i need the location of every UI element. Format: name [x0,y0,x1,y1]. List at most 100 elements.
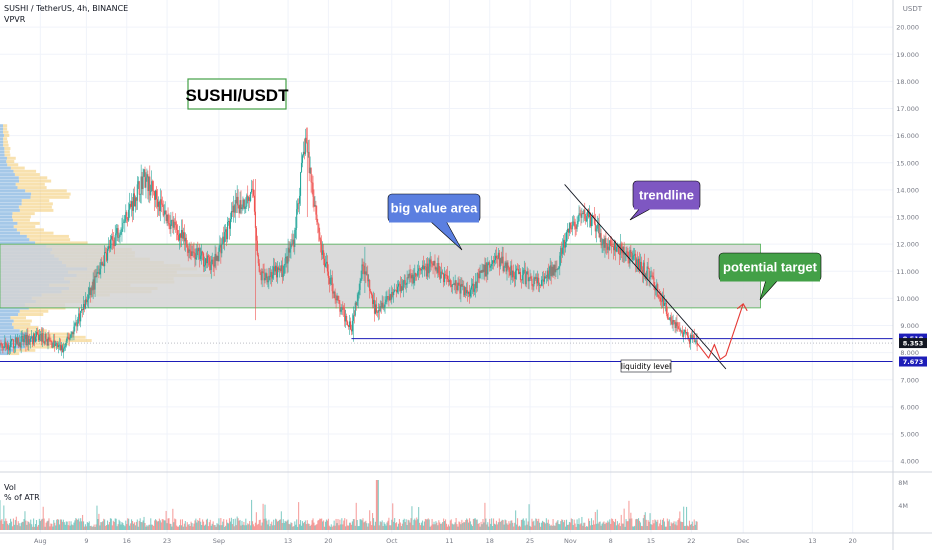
candle-bear [678,328,680,330]
vp-bar-down [20,231,54,235]
candle-bear [659,297,661,299]
volume-bar [185,526,187,530]
candle-bull [448,280,450,283]
candle-bear [484,264,486,277]
volume-bar [433,521,435,530]
volume-bar [173,522,175,530]
volume-bar [561,519,563,530]
vp-bar-up [0,137,4,141]
candle-bull [644,273,646,277]
candle-bull [221,244,223,254]
candle-bear [153,190,155,192]
candle-bull [20,336,22,348]
candle-bear [11,338,14,340]
vp-bar-down [12,218,30,222]
volume-bar [673,521,675,530]
vp-bar-down [4,150,10,154]
candle-bull [75,322,77,324]
candle-bull [360,278,362,281]
candle-bear [631,253,633,260]
volume-bar [119,521,121,530]
candle-bull [454,280,456,285]
volume-bar [589,520,591,530]
volume-bar [608,522,610,530]
time-tick-label: 20 [324,537,332,545]
volume-bar [428,519,430,530]
candle-bear [179,233,182,238]
potential-target-callout: potential target [718,252,822,301]
volume-bar [205,519,207,530]
candle-bull [295,228,297,231]
candle-bear [614,240,617,252]
candle-bear [353,315,355,316]
candle-bear [258,263,260,273]
volume-bar [591,524,594,530]
volume-bar [637,518,640,530]
candle-bull [523,269,525,271]
vp-bar-up [0,189,26,193]
volume-bar [301,521,304,530]
candle-bull [525,274,527,285]
candle-bear [500,258,502,264]
volume-bar [118,519,120,530]
candle-bear [514,275,516,280]
candle-bear [82,308,84,311]
candle-bull [669,317,671,320]
volume-bar [168,518,170,530]
volume-bar [82,521,85,530]
volume-bar [180,525,183,530]
candle-bear [291,243,293,245]
volume-bar [56,519,58,530]
volume-bar [604,524,606,530]
volume-bar [177,526,179,530]
price-tick-label: 13.000 [896,214,919,222]
candle-bull [92,279,94,291]
volume-bar [636,518,638,530]
volume-bar [424,518,426,530]
volume-bar [280,511,282,530]
volume-bar [350,524,352,530]
candle-bear [237,196,239,206]
candle-bull [555,269,557,273]
candle-bear [8,344,10,351]
volume-bar [427,518,429,530]
volume-bar [499,522,501,530]
vp-bar-down [4,147,11,150]
volume-bar [284,520,286,530]
candle-bear [212,259,214,266]
candle-bear [424,266,426,267]
candle-bull [634,253,636,255]
volume-bar [406,525,408,530]
volume-bar [295,524,297,530]
candle-bull [264,278,266,281]
candle-bull [99,268,101,275]
candle-bull [53,340,55,348]
volume-bar [603,521,605,530]
candle-bull [385,299,387,303]
candle-bear [202,251,204,254]
candle-bull [541,279,543,286]
candle-bear [538,277,540,286]
volume-bar [238,520,240,530]
volume-bar [269,526,271,530]
candle-bull [309,167,311,174]
candle-bear [480,270,482,273]
candle-bull [609,240,611,251]
volume-bar [14,520,16,530]
volume-bar [394,518,396,530]
volume-bar [512,522,514,530]
candle-bull [30,337,32,342]
candle-bull [516,268,518,271]
volume-bar [306,520,308,530]
volume-bar [569,522,571,530]
candle-bull [506,262,508,272]
volume-bar [575,526,577,530]
volume-bar [659,523,661,530]
candle-bull [182,232,184,239]
candle-bull [145,177,147,188]
volume-bar [601,523,603,530]
time-tick-label: 22 [687,537,695,545]
volume-bar [358,525,360,530]
volume-bar [515,510,517,530]
